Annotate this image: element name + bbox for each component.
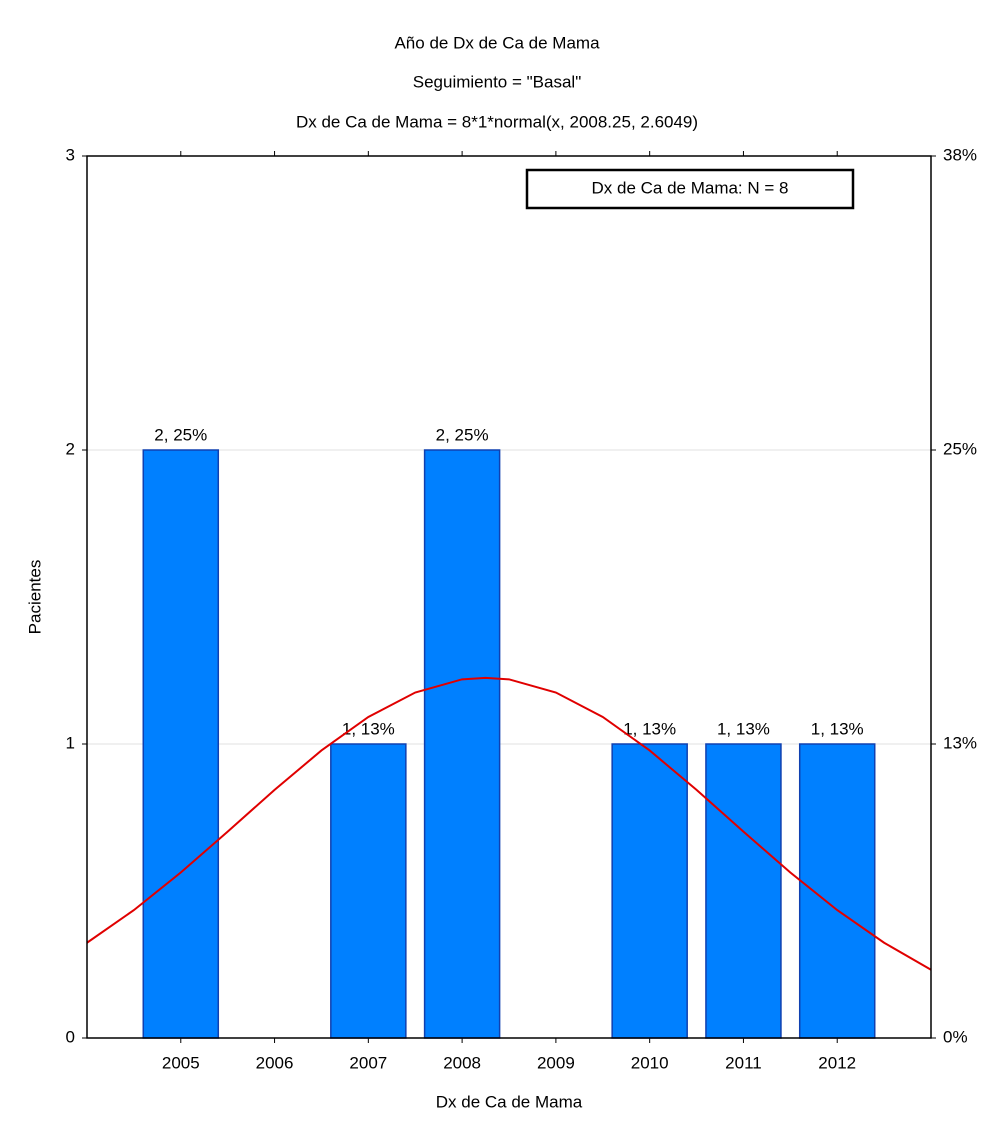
y2-tick-label: 0%: [943, 1027, 968, 1046]
bar: [423, 449, 501, 1039]
data-label: 2, 25%: [436, 425, 489, 444]
y-tick-label: 0: [66, 1027, 75, 1046]
y-tick-label: 2: [66, 439, 75, 458]
legend-text: Dx de Ca de Mama: N = 8: [591, 178, 788, 197]
data-label: 1, 13%: [811, 719, 864, 738]
bar: [611, 743, 688, 1039]
y-tick-label: 1: [66, 733, 75, 752]
x-tick-label: 2010: [631, 1053, 669, 1072]
x-tick-label: 2012: [818, 1053, 856, 1072]
x-axis-label: Dx de Ca de Mama: [436, 1092, 583, 1111]
x-tick-label: 2006: [256, 1053, 294, 1072]
plot-frame: [86, 155, 932, 1039]
bar: [330, 743, 407, 1039]
bar: [705, 743, 782, 1039]
data-label: 1, 13%: [342, 719, 395, 738]
bar: [142, 449, 220, 1039]
chart-subtitle: Seguimiento = "Basal": [413, 72, 581, 91]
x-tick-label: 2011: [725, 1053, 762, 1072]
x-tick-label: 2009: [537, 1053, 575, 1072]
x-tick-label: 2008: [443, 1053, 481, 1072]
x-tick-label: 2007: [349, 1053, 387, 1072]
legend-box: [525, 168, 855, 210]
y2-tick-label: 38%: [943, 145, 977, 164]
data-label: 2, 25%: [154, 425, 207, 444]
data-label: 1, 13%: [623, 719, 676, 738]
y2-tick-label: 13%: [943, 733, 977, 752]
bar: [798, 743, 876, 1039]
x-tick-label: 2005: [162, 1053, 200, 1072]
y-tick-label: 3: [66, 145, 75, 164]
y-axis-label: Pacientes: [25, 560, 44, 635]
fit-curve: [86, 676, 932, 971]
fit-label: Dx de Ca de Mama = 8*1*normal(x, 2008.25…: [296, 112, 698, 131]
chart-title: Año de Dx de Ca de Mama: [394, 33, 600, 52]
data-label: 1, 13%: [717, 719, 770, 738]
y2-tick-label: 25%: [943, 439, 977, 458]
